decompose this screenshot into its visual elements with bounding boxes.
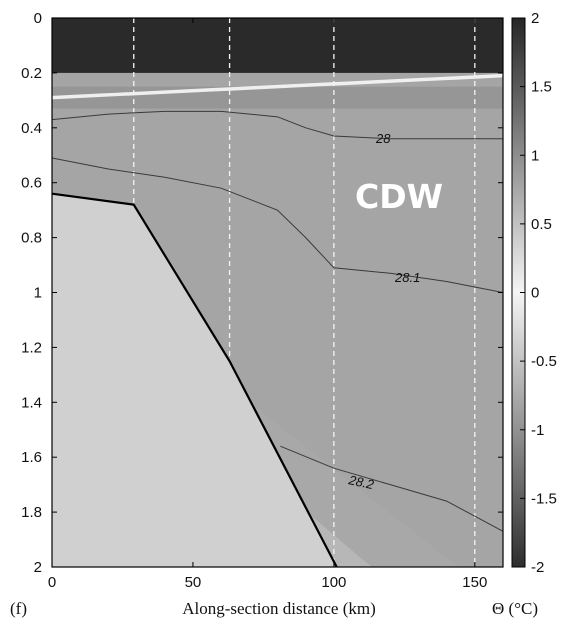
colorbar-unit-label: Θ (°C) [492,599,538,618]
y-tick-label: 1.2 [21,339,42,356]
zero-isotherm-line [52,73,503,100]
y-tick-label: 2 [34,559,42,576]
y-tick-label: 1.8 [21,504,42,521]
y-tick-label: 0.4 [21,120,42,137]
colorbar-tick-label: 0 [531,285,539,302]
seabed [52,193,337,567]
contour-line [280,445,503,532]
colorbar-tick-label: -1 [531,422,544,439]
contour-label-28: 28 [375,131,391,146]
colorbar-tick-label: -0.5 [531,353,557,370]
plot-area [52,18,503,567]
y-tick-label: 1 [34,285,42,302]
temperature-bands [52,18,503,567]
x-axis-label: Along-section distance (km) [182,599,376,618]
colorbar-ticks: 2 1.5 1 0.5 0 -0.5 -1 -1.5 -2 [520,10,557,576]
surface-warm-layer [52,18,503,73]
panel-label: (f) [10,599,27,618]
seabed-outline [52,192,338,567]
water-mass-label: CDW [355,177,443,216]
contour-line [52,157,503,293]
colorbar-tick-label: -1.5 [531,490,557,507]
colorbar-tick-label: 1.5 [531,79,552,96]
x-tick-label: 100 [321,574,346,591]
colorbar-tick-label: 1 [531,147,539,164]
contour-label-28-1: 28.1 [394,270,420,285]
y-tick-label: 0.8 [21,230,42,247]
colorbar-tick-label: 0.5 [531,216,552,233]
colorbar-tick-label: 2 [531,10,539,27]
y-tick-label: 0.6 [21,175,42,192]
isopycnal-contours [52,110,503,532]
x-tick-label: 150 [462,574,487,591]
x-axis-ticks: 0 50 100 150 [48,18,487,591]
y-tick-label: 0 [34,10,42,27]
thermocline-band [52,86,503,109]
y-tick-label: 1.4 [21,394,42,411]
colorbar-tick-label: -2 [531,559,544,576]
y-axis-ticks: 0 0.2 0.4 0.6 0.8 1 1.2 1.4 1.6 1.8 2 [21,10,503,576]
contour-line [52,110,503,140]
y-tick-label: 1.6 [21,449,42,466]
x-tick-label: 0 [48,574,56,591]
contour-label-28-2: 28.2 [346,472,376,492]
y-tick-label: 0.2 [21,65,42,82]
x-tick-label: 50 [185,574,202,591]
